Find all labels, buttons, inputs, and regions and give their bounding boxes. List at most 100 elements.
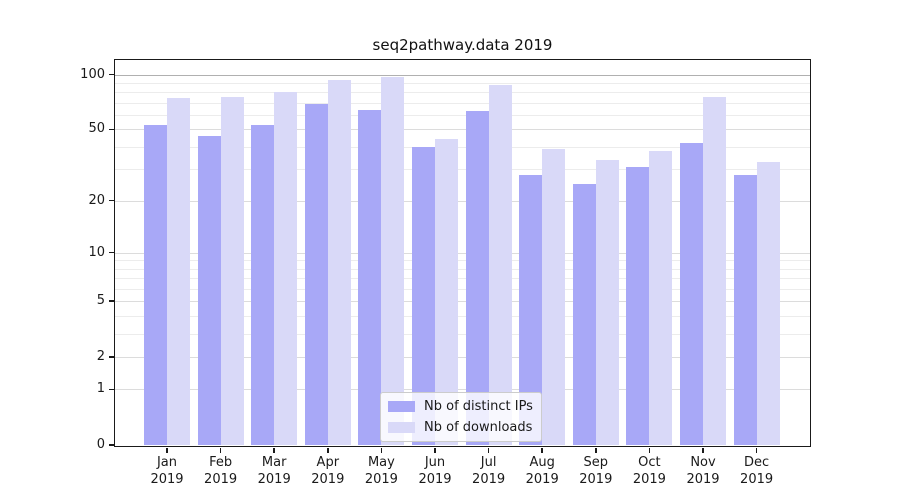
y-tick-label-0: 0	[96, 437, 105, 452]
x-tick-month: Apr	[316, 455, 340, 470]
x-tick-jun	[434, 447, 436, 453]
gridline-100	[115, 74, 810, 76]
x-tick-year: 2019	[525, 472, 559, 487]
x-tick-year: 2019	[311, 472, 345, 487]
x-tick-may	[380, 447, 383, 453]
bar-downloads-feb	[220, 97, 244, 445]
x-tick-label-aug: Aug 2019	[510, 454, 574, 488]
x-tick-dec	[755, 447, 758, 453]
bar-distinct-ips-jun	[412, 146, 435, 445]
y-tick-label-100: 100	[80, 66, 105, 82]
y-tick-0	[108, 444, 114, 446]
x-tick-year: 2019	[579, 472, 613, 487]
x-tick-label-may: May 2019	[349, 454, 413, 488]
x-tick-year: 2019	[150, 472, 184, 487]
x-tick-month: May	[367, 455, 395, 470]
x-tick-jul	[487, 447, 490, 453]
bar-distinct-ips-apr	[304, 104, 328, 445]
gridline-40	[115, 146, 810, 148]
gridline-9	[115, 260, 810, 262]
bar-distinct-ips-feb	[197, 135, 221, 445]
gridline-70	[115, 102, 810, 104]
x-tick-month: Dec	[744, 455, 770, 470]
gridline-60	[115, 115, 810, 117]
x-tick-apr	[327, 447, 329, 453]
legend-item-downloads: Nb of downloads	[388, 418, 534, 437]
y-tick-label-20: 20	[88, 192, 105, 208]
bar-distinct-ips-sep	[572, 183, 596, 445]
bar-distinct-ips-mar	[251, 124, 275, 445]
x-tick-label-oct: Oct 2019	[617, 454, 681, 488]
x-tick-label-nov: Nov 2019	[671, 454, 735, 488]
gridline-6	[115, 288, 810, 290]
gridline-5	[115, 301, 810, 303]
gridline-90	[115, 82, 810, 84]
chart-title: seq2pathway.data 2019	[372, 36, 553, 54]
x-tick-jan	[166, 447, 168, 453]
x-tick-label-sep: Sep 2019	[564, 454, 628, 488]
x-tick-month: Aug	[529, 455, 555, 470]
gridline-10	[115, 252, 810, 254]
x-tick-label-mar: Mar 2019	[242, 454, 306, 488]
x-tick-label-apr: Apr 2019	[296, 454, 360, 488]
y-tick-label-5: 5	[96, 293, 105, 309]
x-tick-oct	[648, 447, 651, 453]
y-tick-50	[108, 128, 114, 131]
bar-downloads-jul	[488, 84, 512, 445]
x-tick-year: 2019	[418, 472, 452, 487]
bar-downloads-dec	[756, 161, 780, 445]
x-tick-sep	[595, 447, 597, 453]
bar-downloads-may	[381, 77, 405, 445]
x-tick-month: Mar	[261, 455, 287, 470]
x-tick-label-jul: Jul 2019	[457, 454, 521, 488]
x-tick-year: 2019	[204, 472, 238, 487]
x-tick-mar	[273, 447, 275, 453]
gridline-8	[115, 268, 810, 270]
x-tick-year: 2019	[740, 472, 774, 487]
x-tick-month: Oct	[638, 455, 661, 470]
y-tick-label-10: 10	[88, 244, 105, 260]
x-tick-month: Jan	[156, 455, 178, 470]
bar-distinct-ips-aug	[519, 174, 543, 445]
x-tick-year: 2019	[257, 472, 291, 487]
bar-downloads-jan	[167, 98, 190, 445]
x-tick-month: Sep	[583, 455, 609, 470]
bar-distinct-ips-jan	[144, 124, 167, 445]
bar-distinct-ips-may	[358, 109, 382, 445]
legend-label-distinct-ips: Nb of distinct IPs	[424, 399, 533, 414]
gridline-2	[115, 356, 810, 358]
gridline-1	[115, 389, 810, 391]
x-tick-feb	[219, 447, 222, 453]
bar-downloads-nov	[703, 97, 726, 445]
bar-distinct-ips-oct	[626, 166, 650, 445]
y-tick-2	[108, 356, 114, 358]
x-tick-month: Feb	[209, 455, 233, 470]
x-tick-label-jun: Jun 2019	[403, 454, 467, 488]
bar-downloads-mar	[274, 92, 298, 445]
x-tick-label-jan: Jan 2019	[135, 454, 199, 488]
gridline-20	[115, 200, 810, 202]
y-tick-5	[108, 300, 114, 302]
legend-item-distinct-ips: Nb of distinct IPs	[388, 397, 534, 416]
legend-label-downloads: Nb of downloads	[424, 420, 533, 435]
legend-swatch-distinct-ips	[388, 401, 415, 412]
x-tick-year: 2019	[472, 472, 506, 487]
gridline-3	[115, 333, 810, 335]
y-tick-label-1: 1	[96, 381, 105, 397]
x-tick-month: Nov	[690, 455, 716, 470]
bar-distinct-ips-nov	[680, 143, 703, 445]
bar-downloads-apr	[327, 79, 351, 445]
gridline-50	[115, 129, 810, 131]
x-tick-year: 2019	[632, 472, 666, 487]
x-tick-month: Jun	[424, 455, 446, 470]
y-tick-10	[108, 251, 114, 254]
gridline-80	[115, 92, 810, 94]
x-tick-year: 2019	[686, 472, 720, 487]
bar-distinct-ips-dec	[733, 174, 757, 445]
x-tick-label-feb: Feb 2019	[189, 454, 253, 488]
x-tick-month: Jul	[480, 455, 497, 470]
y-tick-label-50: 50	[88, 121, 105, 137]
bar-distinct-ips-jul	[465, 111, 489, 445]
gridline-7	[115, 278, 810, 280]
bar-downloads-sep	[595, 159, 619, 445]
